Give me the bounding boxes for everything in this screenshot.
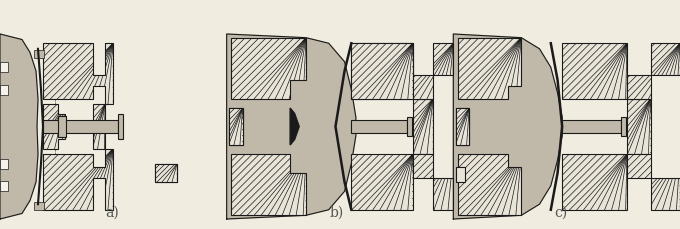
Bar <box>621 117 626 136</box>
Bar <box>352 120 407 133</box>
Bar <box>456 108 469 145</box>
Text: a): a) <box>105 206 119 220</box>
Polygon shape <box>562 154 627 210</box>
Bar <box>562 120 621 133</box>
Polygon shape <box>43 149 113 210</box>
Polygon shape <box>413 99 433 154</box>
Polygon shape <box>43 104 65 149</box>
Polygon shape <box>93 104 105 149</box>
Bar <box>229 108 243 145</box>
Text: c): c) <box>554 206 568 220</box>
Polygon shape <box>231 154 306 215</box>
Bar <box>0 85 8 95</box>
Polygon shape <box>0 34 38 219</box>
Polygon shape <box>413 43 454 99</box>
Polygon shape <box>627 154 680 210</box>
Bar <box>0 62 8 72</box>
Polygon shape <box>413 154 454 210</box>
Bar <box>43 120 118 133</box>
Bar <box>407 117 411 136</box>
Polygon shape <box>43 43 113 104</box>
Bar <box>34 50 44 58</box>
Polygon shape <box>562 43 627 99</box>
Polygon shape <box>454 34 562 219</box>
Bar <box>0 158 8 169</box>
Bar <box>352 43 413 99</box>
Text: b): b) <box>330 206 343 220</box>
Polygon shape <box>226 34 356 219</box>
Bar <box>58 116 66 137</box>
Polygon shape <box>352 43 413 99</box>
Polygon shape <box>231 38 306 99</box>
Bar <box>118 114 123 139</box>
Polygon shape <box>155 164 177 182</box>
Polygon shape <box>627 43 680 99</box>
Bar <box>155 164 177 182</box>
Polygon shape <box>458 38 522 99</box>
Bar <box>456 167 464 182</box>
Polygon shape <box>458 154 522 215</box>
Polygon shape <box>352 154 413 210</box>
Polygon shape <box>456 108 469 145</box>
Polygon shape <box>290 108 299 145</box>
Polygon shape <box>229 108 243 145</box>
Bar <box>34 202 44 210</box>
Polygon shape <box>627 99 651 154</box>
Bar <box>0 181 8 191</box>
